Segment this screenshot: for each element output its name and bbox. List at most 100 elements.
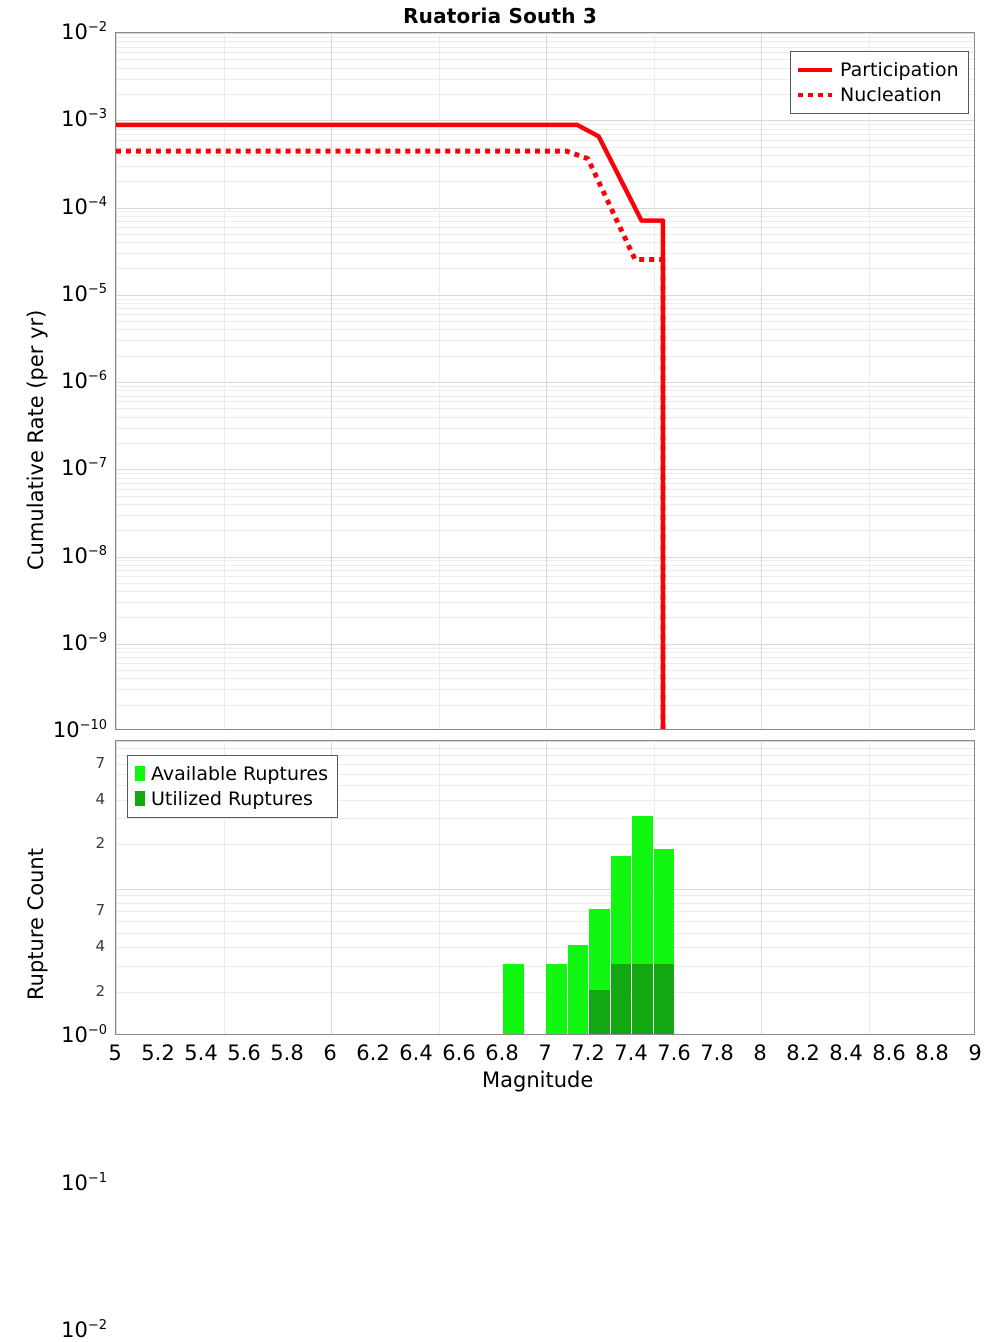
gridline-horizontal [116,36,974,38]
gridline-horizontal [116,785,974,787]
gridline-vertical [116,33,117,729]
y-tick-label: 2 [95,981,105,1000]
gridline-vertical [546,33,547,729]
gridline-horizontal [116,689,974,691]
gridline-horizontal [116,221,974,222]
gridline-horizontal [116,67,974,69]
x-tick-label: 7.6 [657,1041,691,1065]
gridline-horizontal [116,298,974,300]
legend-item-nucleation: Nucleation [798,82,959,107]
gridline-vertical [438,33,440,729]
gridline-horizontal [116,799,974,801]
series-participation [116,122,666,729]
gridline-horizontal [116,93,974,95]
gridline-horizontal [116,902,974,904]
gridline-horizontal [116,647,974,649]
gridline-horizontal [116,133,974,135]
gridline-horizontal [116,663,974,665]
x-tick-label: 5.6 [227,1041,261,1065]
gridline-horizontal [116,704,974,706]
gridline-horizontal [116,268,974,270]
legend-label: Utilized Ruptures [151,787,313,810]
x-tick-label: 5 [108,1041,122,1065]
gridline-horizontal [116,442,974,444]
legend-item-utilized-ruptures: Utilized Ruptures [135,786,328,811]
x-tick-label: 6.6 [442,1041,476,1065]
gridline-vertical [331,33,332,729]
bar-utilized-ruptures [632,963,653,1034]
x-tick-label: 8.8 [915,1041,949,1065]
bottom-gridlines [116,741,974,1034]
gridline-horizontal [116,602,974,604]
y-tick-label: 10−4 [61,194,107,219]
page-title: Ruatoria South 3 [403,4,597,28]
y-tick-label: 4 [95,789,105,808]
gridline-horizontal [116,390,974,392]
x-tick-label: 6.4 [399,1041,433,1065]
gridline-horizontal [116,59,974,61]
top-data-layer [116,33,974,729]
gridline-horizontal [116,844,974,846]
legend-label: Participation [840,58,959,81]
gridline-horizontal [116,211,974,213]
legend-label: Available Ruptures [151,762,328,785]
gridline-horizontal [116,591,974,593]
y-tick-label: 10−2 [61,20,107,44]
gridline-horizontal [116,469,974,471]
x-tick-label: 6.2 [356,1041,390,1065]
gridline-horizontal [116,965,974,967]
bar-utilized-ruptures [610,963,631,1034]
gridline-horizontal [116,617,974,619]
gridline-horizontal [116,41,974,43]
gridline-horizontal [116,564,974,566]
y-tick-label: 10−9 [61,630,107,655]
legend-item-available-ruptures: Available Ruptures [135,761,328,786]
gridline-horizontal [116,678,974,680]
cumulative-rate-plot [115,32,975,730]
gridline-horizontal [116,146,974,148]
top-gridlines [116,33,974,729]
gridline-horizontal [116,670,974,671]
gridline-horizontal [116,763,974,765]
gridline-horizontal [116,473,974,475]
bar-available-ruptures [567,945,588,1034]
gridline-vertical [761,33,762,729]
y-tick-label: 7 [95,753,105,772]
gridline-horizontal [116,33,974,34]
gridline-horizontal [116,991,974,993]
y-tick-label: 2 [95,834,105,853]
gridline-horizontal [116,477,974,479]
x-tick-label: 5.8 [270,1041,304,1065]
y-tick-label: 10−1 [61,1170,107,1195]
series-nucleation [116,148,666,729]
y-tick-label: 10−8 [61,543,107,568]
gridline-horizontal [116,514,974,516]
gridline-horizontal [116,747,974,749]
y-tick-label: 4 [95,937,105,956]
y-tick-label: 10−2 [61,1318,107,1342]
gridline-horizontal [116,181,974,183]
gridline-horizontal [116,895,974,897]
gridline-horizontal [116,226,974,228]
gridline-horizontal [116,308,974,310]
gridline-horizontal [116,741,974,742]
gridline-horizontal [116,773,974,775]
gridline-horizontal [116,154,974,156]
x-tick-label: 6.8 [485,1041,519,1065]
gridline-horizontal [116,321,974,322]
gridline-horizontal [116,570,974,571]
gridline-horizontal [116,488,974,490]
gridline-horizontal [116,52,974,54]
gridline-horizontal [116,755,974,757]
gridline-horizontal [116,427,974,429]
gridline-vertical [868,33,870,729]
gridline-horizontal [116,888,974,890]
x-tick-label: 6 [323,1041,337,1065]
gridline-horizontal [116,582,974,584]
gridline-horizontal [116,482,974,484]
bar-available-ruptures [546,963,567,1034]
gridline-vertical [223,33,225,729]
gridline-horizontal [116,78,974,80]
gridline-horizontal [116,643,974,645]
x-tick-label: 9 [968,1041,982,1065]
